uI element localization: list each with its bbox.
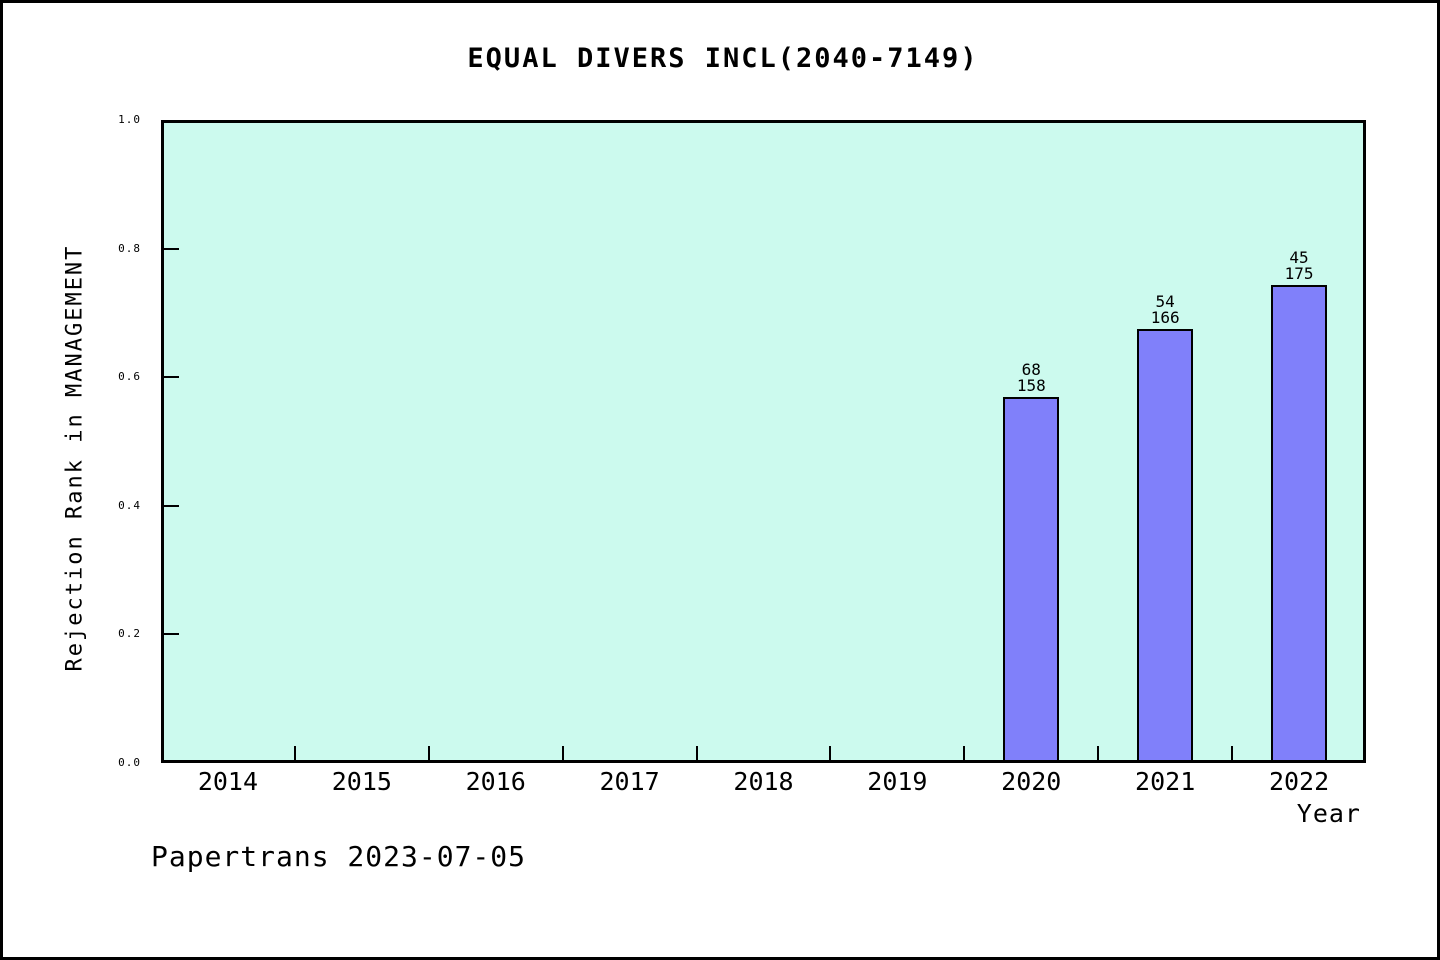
x-tick-label-2020: 2020 (1001, 767, 1062, 796)
y-tick-mark (164, 247, 179, 250)
x-tick-mark (1231, 746, 1234, 760)
bar-2022 (1271, 285, 1328, 760)
bar-label-2021: 54 166 (1095, 294, 1235, 326)
bar-label-2022: 45 175 (1229, 250, 1369, 282)
x-tick-label-2017: 2017 (599, 767, 660, 796)
x-tick-mark (829, 746, 832, 760)
x-tick-mark (1097, 746, 1100, 760)
bar-label-line: 45 (1289, 248, 1309, 268)
bar-label-line: 54 (1155, 292, 1175, 312)
y-tick-label: 0.0 (118, 756, 141, 769)
y-tick-mark (164, 633, 179, 636)
x-tick-mark (427, 746, 430, 760)
x-axis-label: Year (1296, 799, 1361, 828)
bar-label-line: 158 (1016, 375, 1046, 395)
x-tick-mark (963, 746, 966, 760)
x-tick-label-2022: 2022 (1268, 767, 1330, 796)
watermark-text: Papertrans 2023-07-05 (151, 840, 527, 873)
y-tick-label: 0.2 (118, 627, 141, 641)
x-tick-label-2021: 2021 (1135, 767, 1196, 796)
bar-2020 (1003, 396, 1060, 760)
x-tick-label-2019: 2019 (867, 767, 928, 796)
bar-label-2020: 68 158 (961, 359, 1101, 395)
x-tick-mark (293, 746, 296, 760)
bar-label-line: 166 (1150, 308, 1180, 328)
y-tick-label: 0.6 (118, 370, 141, 384)
x-tick-label-2018: 2018 (733, 767, 794, 796)
bar-2021 (1137, 329, 1194, 760)
x-tick-label-2015: 2015 (331, 767, 392, 796)
x-tick-mark (695, 746, 698, 760)
y-axis-label: Rejection Rank in MANAGEMENT (62, 244, 88, 672)
y-tick-label: 0.4 (118, 498, 141, 512)
y-tick-label: 0.8 (118, 241, 141, 255)
x-tick-label-2016: 2016 (465, 767, 526, 796)
y-tick-mark (164, 376, 179, 379)
bar-label-line: 175 (1284, 264, 1314, 284)
x-tick-label-2014: 2014 (197, 767, 259, 796)
chart-title: EQUAL DIVERS INCL(2040-7149) (467, 43, 979, 74)
bar-label-line: 68 (1021, 359, 1041, 379)
y-tick-label: 1.0 (118, 113, 141, 126)
x-tick-mark (561, 746, 564, 760)
y-tick-mark (164, 504, 179, 507)
